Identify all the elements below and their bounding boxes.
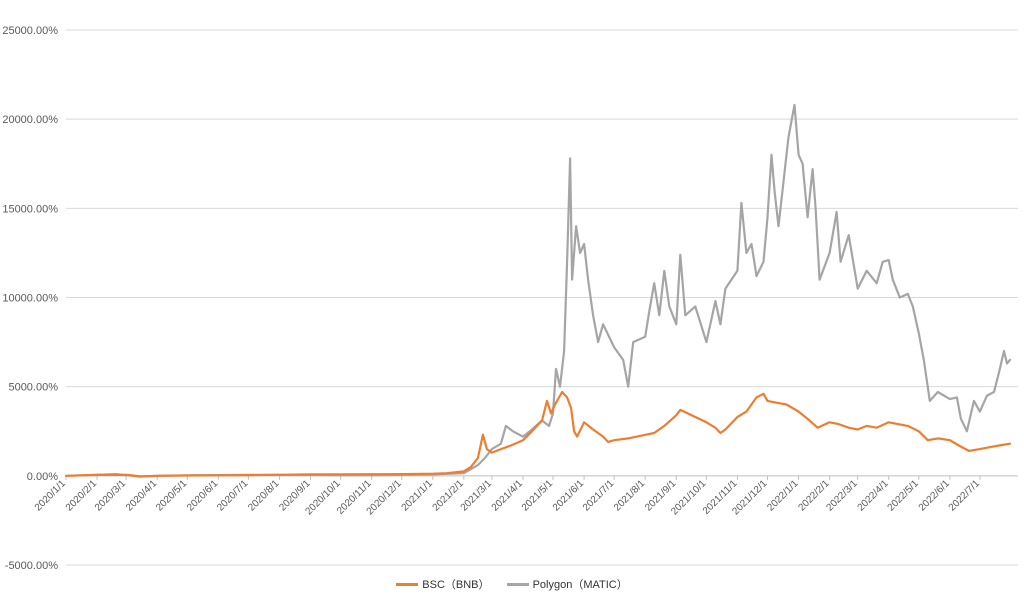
x-tick-label: 2021/8/1 bbox=[612, 478, 648, 514]
x-tick-label: 2020/5/1 bbox=[154, 478, 190, 514]
x-tick-label: 2021/4/1 bbox=[490, 478, 526, 514]
legend-swatch-bsc bbox=[396, 582, 419, 586]
x-tick-label: 2021/7/1 bbox=[581, 478, 617, 514]
legend: BSC（BNB） Polygon（MATIC） bbox=[0, 576, 1024, 592]
legend-label-polygon: Polygon（MATIC） bbox=[532, 579, 628, 591]
y-tick-label: 25000.00% bbox=[2, 25, 58, 37]
y-tick-label: 0.00% bbox=[27, 471, 58, 483]
x-tick-label: 2022/7/1 bbox=[947, 478, 983, 514]
legend-item-polygon: Polygon（MATIC） bbox=[506, 576, 628, 592]
y-tick-label: -5000.00% bbox=[5, 560, 58, 572]
y-tick-label: 5000.00% bbox=[8, 382, 58, 394]
x-tick-label: 2020/1/1 bbox=[33, 478, 69, 514]
x-tick-label: 2021/5/1 bbox=[520, 478, 556, 514]
series-line-polygon bbox=[64, 103, 1012, 478]
y-tick-label: 15000.00% bbox=[2, 203, 58, 215]
x-tick-label: 2020/4/1 bbox=[124, 478, 160, 514]
x-tick-label: 2020/3/1 bbox=[93, 478, 129, 514]
x-tick-label: 2020/7/1 bbox=[215, 478, 251, 514]
x-tick-label: 2022/1/1 bbox=[765, 478, 801, 514]
y-axis-ticks: -5000.00% 0.00% 5000.00% 10000.00% 15000.00%… bbox=[2, 25, 58, 572]
series-lines bbox=[64, 103, 1012, 478]
x-tick-label: 2021/6/1 bbox=[551, 478, 587, 514]
x-tick-label: 2022/4/1 bbox=[856, 478, 892, 514]
legend-swatch-polygon bbox=[506, 582, 529, 586]
x-tick-label: 2022/6/1 bbox=[917, 478, 953, 514]
legend-item-bsc: BSC（BNB） bbox=[396, 576, 490, 592]
x-tick-label: 2022/3/1 bbox=[824, 478, 860, 514]
x-tick-label: 2021/3/1 bbox=[459, 478, 495, 514]
y-tick-label: 10000.00% bbox=[2, 293, 58, 305]
legend-label-bsc: BSC（BNB） bbox=[422, 579, 490, 591]
x-tick-label: 2022/5/1 bbox=[886, 478, 922, 514]
x-tick-label: 2020/6/1 bbox=[185, 478, 221, 514]
x-axis-ticks: 2020/1/12020/2/12020/3/12020/4/12020/5/1… bbox=[33, 475, 983, 517]
x-tick-label: 2021/1/1 bbox=[400, 478, 436, 514]
series-line-bsc bbox=[64, 390, 1012, 478]
x-tick-label: 2020/8/1 bbox=[246, 478, 282, 514]
y-tick-label: 20000.00% bbox=[2, 114, 58, 126]
